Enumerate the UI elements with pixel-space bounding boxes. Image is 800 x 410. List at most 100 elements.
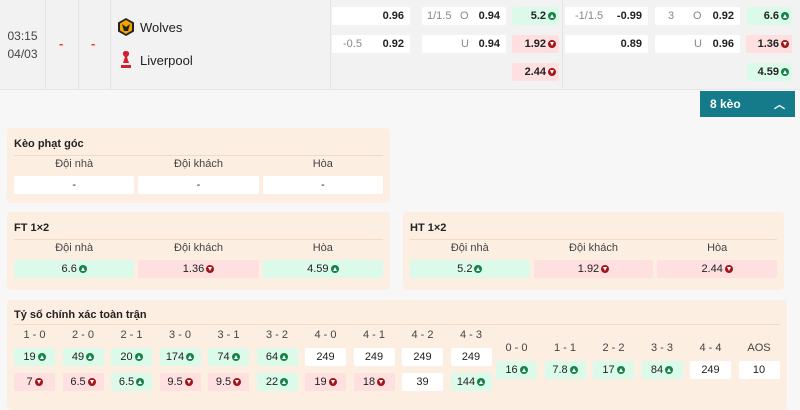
- arrow-up-icon: [616, 366, 625, 374]
- odds-value: 0.94: [478, 10, 500, 22]
- draw-score-odds[interactable]: 84: [641, 361, 683, 379]
- h1-handicap-away[interactable]: 0.89: [565, 35, 648, 53]
- ht-1x2-panel: HT 1×2 Đội nhà 5.2 Đội khách 1.92 Hòa 2.44: [403, 212, 784, 290]
- odds-cell[interactable]: 2.44: [657, 260, 777, 278]
- odds-value: 0.96: [712, 38, 734, 50]
- draw-score-column: 0 - 0 16: [496, 342, 537, 379]
- odds-1x2-cell[interactable]: 1.36: [746, 35, 792, 53]
- odds-cell[interactable]: 1.92: [533, 260, 654, 278]
- arrow-up-icon: [569, 366, 578, 374]
- score-label: 4 - 1: [362, 329, 385, 341]
- odds-cell[interactable]: -: [14, 176, 135, 194]
- under-label: U: [461, 38, 469, 50]
- divider: [78, 0, 79, 90]
- odds-value: 74: [217, 351, 230, 363]
- home-score-odds[interactable]: 64: [256, 348, 298, 366]
- away-score-odds[interactable]: 22: [256, 373, 298, 391]
- over-label: O: [460, 10, 469, 22]
- draw-score-odds[interactable]: 249: [690, 361, 731, 379]
- odds-column: Đội nhà 6.6: [14, 242, 135, 278]
- home-score-odds[interactable]: 174: [159, 348, 201, 366]
- home-score-odds[interactable]: 249: [305, 348, 346, 366]
- odds-value: 49: [71, 351, 85, 363]
- away-score-odds[interactable]: 39: [402, 373, 443, 391]
- away-score-odds[interactable]: 6.5: [111, 373, 152, 391]
- draw-score-odds[interactable]: 7.8: [544, 361, 586, 379]
- h1-handicap-home[interactable]: -1/1.5 -0.99: [565, 7, 648, 25]
- away-score-odds[interactable]: 9.5: [159, 373, 201, 391]
- away-score-odds[interactable]: 9.5: [208, 373, 249, 391]
- ft-under[interactable]: U 0.94: [422, 35, 506, 53]
- arrow-down-icon: [87, 378, 96, 386]
- odds-1x2-cell[interactable]: 4.59: [746, 63, 792, 81]
- odds-value: 174: [165, 351, 185, 363]
- odds-column: Đội nhà -: [14, 158, 135, 194]
- draw-score-odds[interactable]: 16: [496, 361, 537, 379]
- odds-value: 2.44: [524, 66, 546, 78]
- odds-value: 1.36: [757, 38, 779, 50]
- score-label: 3 - 0: [168, 329, 191, 341]
- arrow-up-icon: [474, 265, 483, 273]
- odds-cell[interactable]: 6.6: [14, 260, 135, 278]
- odds-1x2-cell[interactable]: 6.6: [746, 7, 792, 25]
- draw-score-odds[interactable]: 10: [738, 361, 780, 379]
- match-row: 03:15 04/03 - - Wolves Liverpool 0.96 -0.…: [0, 0, 800, 90]
- panel-title: Tỷ số chính xác toàn trận: [14, 309, 147, 321]
- score-label: 0 - 0: [505, 342, 528, 354]
- away-team-name: Liverpool: [140, 52, 193, 68]
- home-score-odds[interactable]: 19: [14, 348, 55, 366]
- odds-1x2-cell[interactable]: 2.44: [512, 63, 559, 81]
- odds-value: 0.89: [620, 38, 642, 50]
- home-score-odds[interactable]: 249: [402, 348, 443, 366]
- odds-cell[interactable]: 1.36: [138, 260, 259, 278]
- away-score-odds[interactable]: 6.5: [62, 373, 104, 391]
- home-team[interactable]: Wolves: [118, 18, 182, 36]
- odds-cell[interactable]: 4.59: [262, 260, 383, 278]
- home-score-odds[interactable]: 249: [353, 348, 395, 366]
- score-label: 4 - 2: [411, 329, 434, 341]
- odds-column: Hòa 2.44: [657, 242, 777, 278]
- arrow-down-icon: [548, 40, 556, 48]
- away-score-odds[interactable]: 18: [353, 373, 395, 391]
- away-team[interactable]: Liverpool: [118, 49, 193, 71]
- ft-handicap-away[interactable]: -0.5 0.92: [332, 35, 410, 53]
- h1-under[interactable]: U 0.96: [655, 35, 740, 53]
- odds-value: 249: [701, 364, 720, 376]
- home-score-odds[interactable]: 49: [62, 348, 104, 366]
- odds-1x2-cell[interactable]: 5.2: [512, 7, 559, 25]
- odds-cell[interactable]: 5.2: [410, 260, 530, 278]
- odds-column: Đội khách 1.92: [533, 242, 654, 278]
- odds-value: 0.92: [382, 38, 404, 50]
- away-score-odds[interactable]: 7: [14, 373, 55, 391]
- score-label: 3 - 3: [650, 342, 673, 354]
- score-label: 3 - 1: [217, 329, 240, 341]
- home-score-odds[interactable]: 249: [450, 348, 492, 366]
- score-column: 4 - 1 249 18: [353, 329, 395, 391]
- home-score-odds[interactable]: 74: [208, 348, 249, 366]
- odds-value: -0.99: [616, 10, 642, 22]
- away-score-odds[interactable]: 144: [450, 373, 492, 391]
- h1-over[interactable]: 3 O 0.92: [655, 7, 740, 25]
- score-column: 2 - 0 49 6.5: [62, 329, 104, 391]
- column-label: Đội nhà: [55, 158, 94, 170]
- score-label: 2 - 2: [602, 342, 625, 354]
- more-odds-button[interactable]: 8 kèo ︿: [700, 91, 795, 117]
- chevron-up-icon: ︿: [774, 99, 785, 111]
- score-label: 4 - 4: [699, 342, 722, 354]
- arrow-down-icon: [233, 378, 242, 386]
- ft-over[interactable]: 1/1.5 O 0.94: [422, 7, 506, 25]
- score-label: 1 - 0: [23, 329, 46, 341]
- away-score-odds[interactable]: 19: [305, 373, 346, 391]
- odds-value: 19: [23, 351, 36, 363]
- draw-score-odds[interactable]: 17: [593, 361, 634, 379]
- odds-value: 249: [316, 351, 335, 363]
- home-score-odds[interactable]: 20: [111, 348, 152, 366]
- divider: [330, 0, 331, 90]
- ft-handicap-home[interactable]: 0.96: [332, 7, 410, 25]
- odds-cell[interactable]: -: [262, 176, 383, 194]
- under-label: U: [694, 38, 702, 50]
- odds-1x2-cell[interactable]: 1.92: [512, 35, 559, 53]
- odds-value: 1.92: [577, 263, 600, 275]
- odds-cell[interactable]: -: [138, 176, 259, 194]
- handicap-line: -1/1.5: [575, 10, 604, 22]
